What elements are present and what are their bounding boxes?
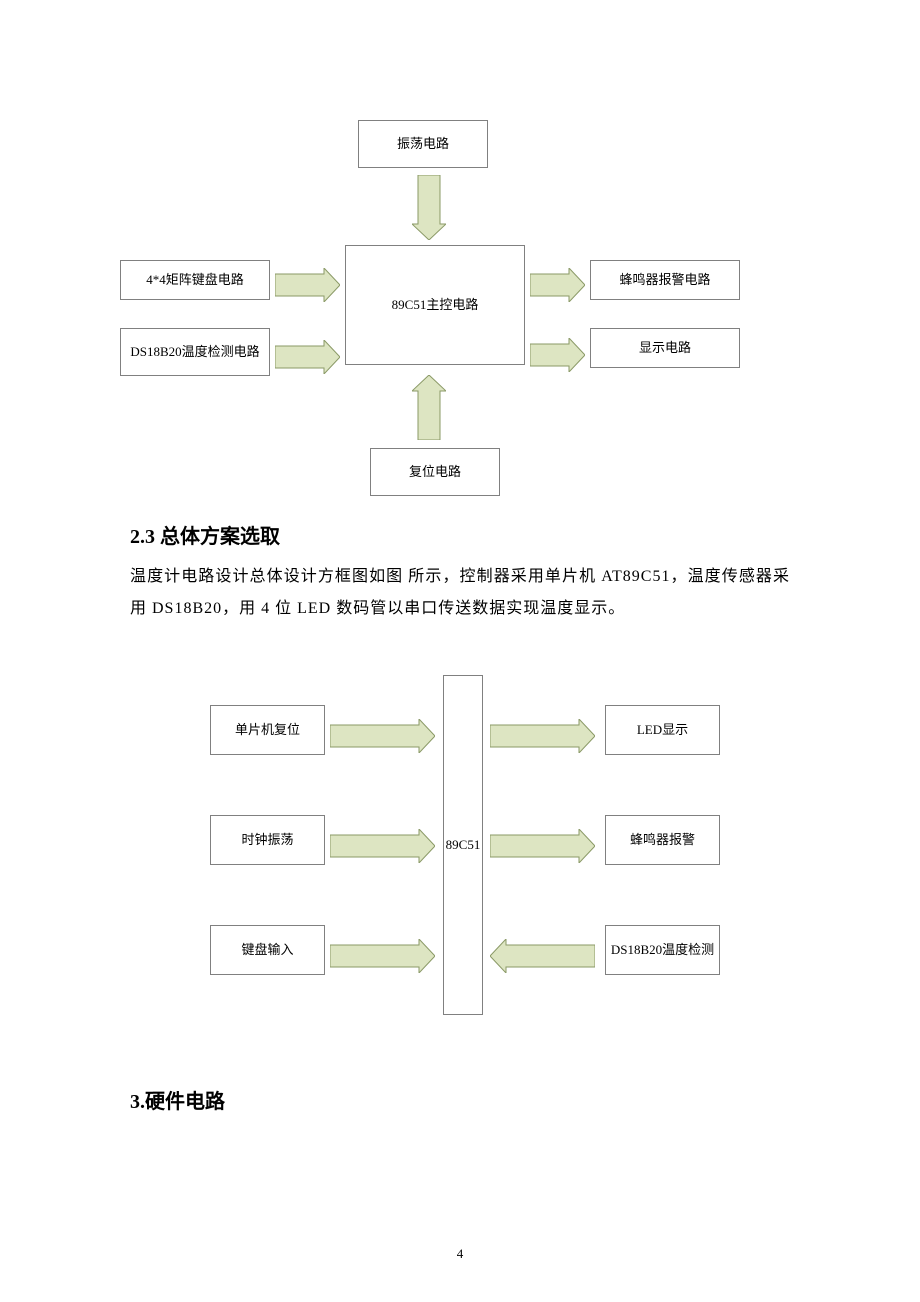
node-n2: 4*4矩阵键盘电路 — [120, 260, 270, 300]
block-diagram-1: 振荡电路 4*4矩阵键盘电路 DS18B20温度检测电路 89C51主控电路 蜂鸣器报警… — [120, 100, 780, 500]
heading-3: 3.硬件电路 — [130, 1085, 790, 1114]
arrow-n1-n4 — [412, 175, 446, 245]
node-n4: 89C51主控电路 — [345, 245, 525, 365]
arrow-m2-m4 — [330, 829, 435, 868]
arrow-m1-m4 — [330, 719, 435, 758]
arrow-m7-m4 — [490, 939, 595, 978]
arrow-m4-m5 — [490, 719, 595, 758]
arrow-m4-m6 — [490, 829, 595, 868]
node-n5: 蜂鸣器报警电路 — [590, 260, 740, 300]
node-n3: DS18B20温度检测电路 — [120, 328, 270, 376]
arrow-n4-n5 — [530, 268, 585, 307]
arrow-n4-n6 — [530, 338, 585, 377]
node-n6: 显示电路 — [590, 328, 740, 368]
node-m2: 时钟振荡 — [210, 815, 325, 865]
node-n7: 复位电路 — [370, 448, 500, 496]
node-m4: 89C51 — [443, 675, 483, 1015]
page-number: 4 — [0, 1246, 920, 1262]
node-m3: 键盘输入 — [210, 925, 325, 975]
node-m5: LED显示 — [605, 705, 720, 755]
arrow-n3-n4 — [275, 340, 340, 379]
node-m7: DS18B20温度检测 — [605, 925, 720, 975]
body-text-2-3: 温度计电路设计总体设计方框图如图 所示，控制器采用单片机 AT89C51，温度传… — [130, 561, 790, 625]
arrow-n7-n4 — [412, 375, 446, 445]
node-m6: 蜂鸣器报警 — [605, 815, 720, 865]
arrow-m3-m4 — [330, 939, 435, 978]
node-m1: 单片机复位 — [210, 705, 325, 755]
heading-2-3: 2.3 总体方案选取 — [130, 520, 790, 549]
block-diagram-2: 单片机复位时钟振荡键盘输入 89C51 LED显示蜂鸣器报警 DS18B20温度检测 — [210, 675, 740, 1075]
arrow-n2-n4 — [275, 268, 340, 307]
node-n1: 振荡电路 — [358, 120, 488, 168]
